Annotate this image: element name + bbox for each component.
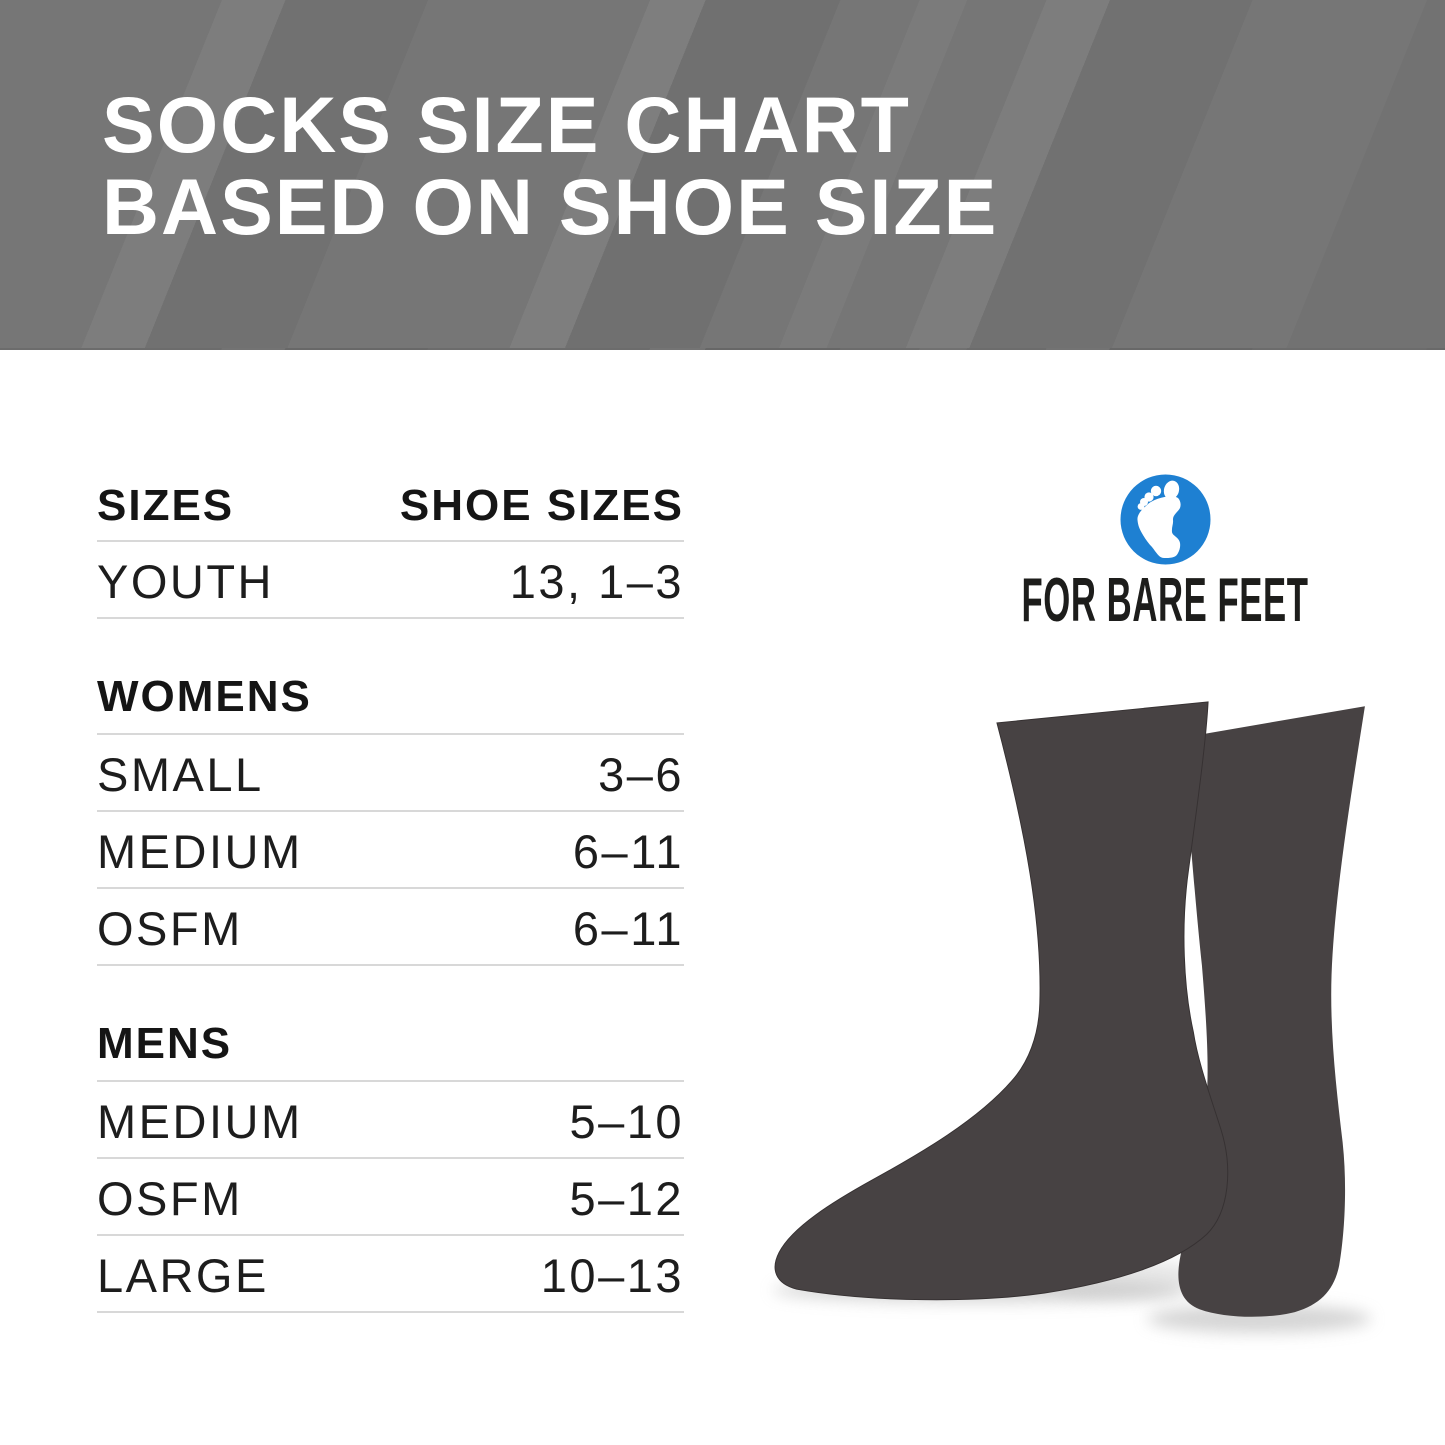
header-banner: SOCKS SIZE CHART BASED ON SHOE SIZE [0,0,1445,350]
row-label: OSFM [97,902,243,955]
row-label: MEDIUM [97,825,303,878]
size-table: SIZES SHOE SIZES YOUTH 13, 1–3 WOMENS SM… [97,460,684,1313]
column-header-sizes: SIZES [97,481,235,530]
row-label: MEDIUM [97,1095,303,1148]
table-row: SMALL 3–6 [97,735,684,812]
sock-left [774,701,1229,1301]
table-section-mens: MENS MEDIUM 5–10 OSFM 5–12 LARGE 10–13 [97,1022,684,1313]
row-value: 13, 1–3 [509,555,684,608]
footprint-icon [1120,474,1211,565]
sock-shadow [1147,1304,1372,1334]
table-header-row: SIZES SHOE SIZES [97,460,684,542]
table-section-womens: WOMENS SMALL 3–6 MEDIUM 6–11 OSFM 6–11 [97,675,684,966]
table-row: MEDIUM 6–11 [97,812,684,889]
table-row: OSFM 6–11 [97,889,684,966]
row-label: SMALL [97,748,264,801]
section-header-womens: WOMENS [97,675,684,735]
row-value: 6–11 [572,825,684,878]
row-label: LARGE [97,1249,269,1302]
brand-name: FOR BARE FEET [1021,566,1309,635]
page-title: SOCKS SIZE CHART BASED ON SHOE SIZE [102,84,998,248]
page-title-line-1: SOCKS SIZE CHART [102,80,911,169]
table-row: MEDIUM 5–10 [97,1082,684,1159]
row-value: 5–12 [569,1172,684,1225]
footprint-glyph [1137,480,1181,558]
row-label: YOUTH [97,555,274,608]
row-value: 10–13 [540,1249,684,1302]
section-header-mens: MENS [97,1022,684,1082]
row-value: 3–6 [598,748,684,801]
table-row: LARGE 10–13 [97,1236,684,1313]
socks-illustration [772,701,1372,1334]
row-value: 5–10 [569,1095,684,1148]
table-row-youth: YOUTH 13, 1–3 [97,542,684,619]
row-label: OSFM [97,1172,243,1225]
table-row: OSFM 5–12 [97,1159,684,1236]
row-value: 6–11 [572,902,684,955]
column-header-shoe-sizes: SHOE SIZES [399,481,684,530]
page-title-line-2: BASED ON SHOE SIZE [102,162,999,251]
